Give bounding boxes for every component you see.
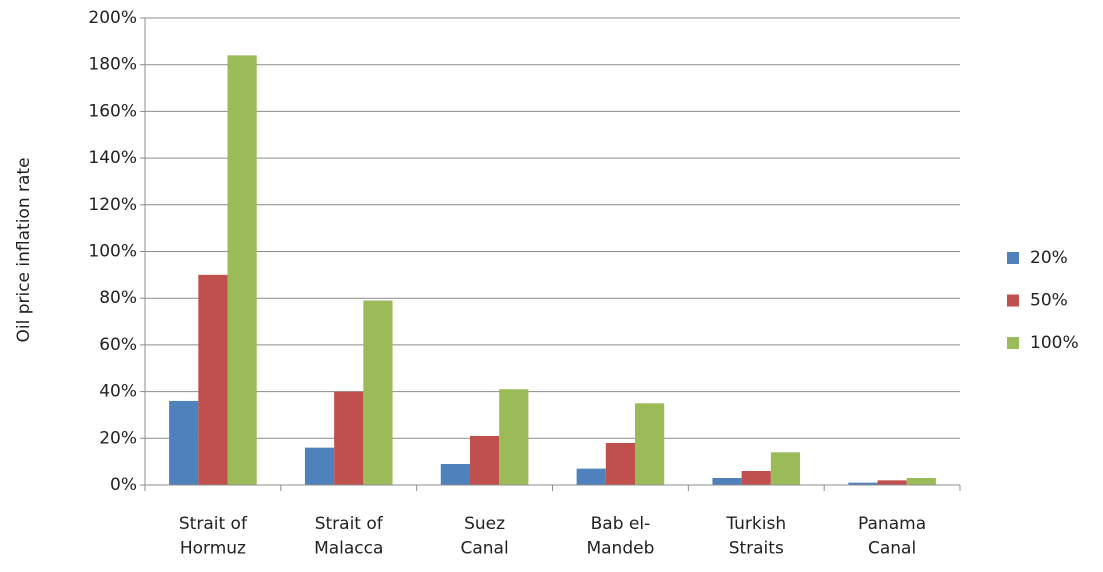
y-tick-label: 60%	[99, 335, 137, 355]
x-tick-label: Suez Canal	[460, 514, 508, 559]
y-tick-label: 160%	[88, 101, 137, 121]
bar	[741, 470, 771, 485]
x-tick-label: Strait of Malacca	[314, 514, 384, 559]
y-tick-label: 100%	[88, 242, 137, 262]
bar	[227, 55, 257, 486]
legend-label: 100%	[1030, 333, 1079, 353]
y-tick-label: 20%	[99, 428, 137, 448]
y-tick-label: 200%	[88, 8, 137, 28]
bar	[712, 477, 742, 485]
legend-label: 50%	[1030, 291, 1068, 311]
x-tick-label: Strait of Hormuz	[179, 514, 248, 559]
bar	[576, 468, 606, 485]
bar	[877, 480, 907, 485]
y-tick-label: 120%	[88, 195, 137, 215]
bar	[906, 477, 936, 485]
legend-swatch	[1007, 252, 1019, 264]
y-tick-label: 80%	[99, 288, 137, 308]
bar	[363, 300, 393, 485]
bar	[499, 389, 529, 485]
bar	[469, 435, 500, 485]
y-tick-label: 0%	[110, 475, 137, 495]
x-tick-label: Panama Canal	[858, 514, 926, 559]
bar	[334, 391, 364, 485]
bar	[770, 452, 801, 485]
bar	[198, 274, 228, 485]
x-tick-label: Bab el-Mandeb	[586, 514, 654, 559]
bar	[635, 403, 665, 485]
y-axis-label: Oil price inflation rate	[14, 157, 34, 342]
x-tick-label: Turkish Straits	[725, 514, 786, 559]
bar	[169, 400, 199, 485]
y-tick-label: 40%	[99, 382, 137, 402]
bar	[848, 482, 878, 485]
y-tick-label: 180%	[88, 55, 137, 75]
bar	[304, 447, 335, 485]
legend-swatch	[1007, 337, 1019, 349]
bar	[605, 442, 636, 485]
bar	[440, 463, 470, 485]
y-tick-label: 140%	[88, 148, 137, 168]
legend-label: 20%	[1030, 248, 1068, 268]
legend-swatch	[1007, 294, 1019, 307]
